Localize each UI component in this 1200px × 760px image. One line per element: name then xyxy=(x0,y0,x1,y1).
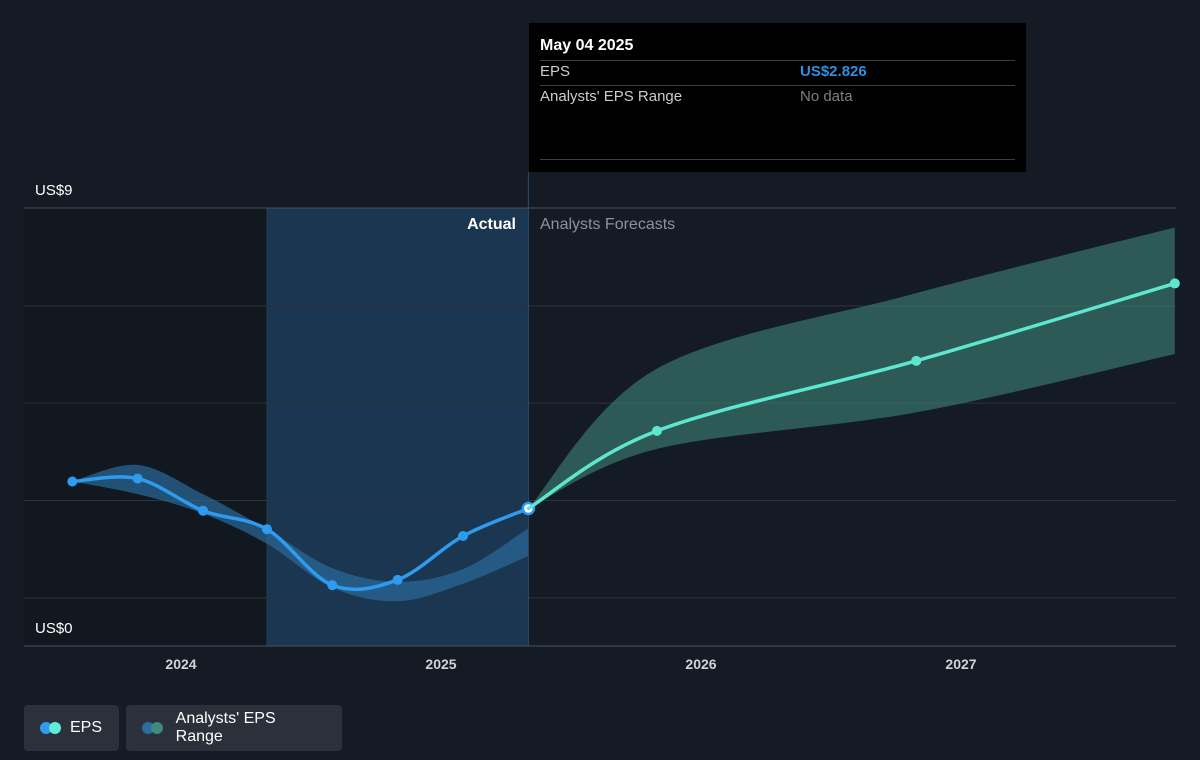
x-tick-2027: 2027 xyxy=(945,656,977,672)
actual-label: Actual xyxy=(467,216,516,233)
legend-eps-label: EPS xyxy=(69,719,102,736)
eps-point-actual-5 xyxy=(392,574,403,585)
eps-point-actual-3 xyxy=(261,524,272,535)
eps-line-forecast xyxy=(526,281,1177,511)
eps-point-actual-6 xyxy=(458,531,469,542)
x-tick-2026: 2026 xyxy=(685,656,717,672)
eps-point-actual-4 xyxy=(327,580,338,591)
range-legend-icon xyxy=(142,722,166,734)
tooltip-date: May 04 2025 xyxy=(540,37,634,54)
x-tick-2024: 2024 xyxy=(165,656,197,672)
eps-point-actual-2 xyxy=(198,505,209,516)
tooltip: May 04 2025 EPS US$2.826 Analysts' EPS R… xyxy=(529,23,1026,172)
y-axis-bottom-label: US$0 xyxy=(35,620,73,637)
eps-point-actual-0 xyxy=(67,476,78,487)
eps-line-actual xyxy=(70,475,531,592)
eps-legend-icon xyxy=(40,722,61,734)
legend-eps[interactable]: EPS xyxy=(24,705,119,751)
x-tick-2025: 2025 xyxy=(425,656,457,672)
eps-range-band-actual xyxy=(72,464,529,602)
tooltip-range-label: Analysts' EPS Range xyxy=(540,88,683,105)
legend-range-label: Analysts' EPS Range xyxy=(175,710,276,745)
eps-point-forecast-2 xyxy=(911,355,922,366)
tooltip-range-value: No data xyxy=(800,88,853,105)
tooltip-row-range: Analysts' EPS Range No data xyxy=(540,85,1015,111)
legend-analysts-eps-range[interactable]: Analysts' EPS Range xyxy=(126,705,342,751)
tooltip-eps-label: EPS xyxy=(540,63,571,80)
past-shade xyxy=(24,208,267,646)
tooltip-eps-value: US$2.826 xyxy=(800,63,867,80)
analysts-forecasts-label: Analysts Forecasts xyxy=(540,216,676,233)
eps-point-forecast-1 xyxy=(651,425,662,436)
tooltip-divider xyxy=(540,159,1015,160)
eps-point-forecast-3 xyxy=(1169,278,1180,289)
y-axis-top-label: US$9 xyxy=(35,182,73,199)
eps-range-band-forecast xyxy=(528,227,1175,509)
tooltip-row-eps: EPS US$2.826 xyxy=(540,60,1015,86)
eps-point-actual-1 xyxy=(132,473,143,484)
